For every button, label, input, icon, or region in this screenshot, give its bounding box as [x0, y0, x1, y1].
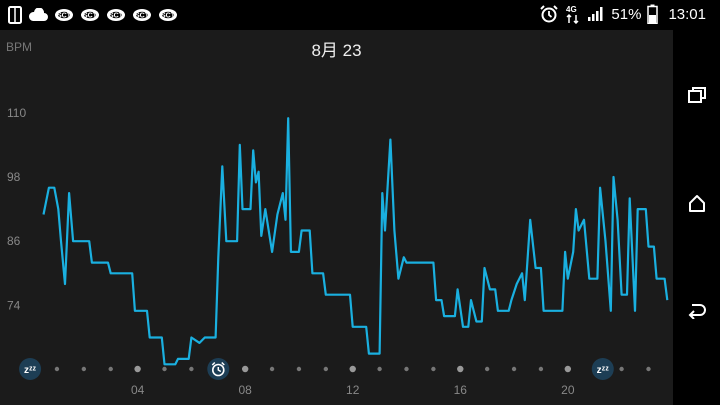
- cloud-icon: [28, 5, 48, 25]
- home-button[interactable]: [673, 183, 720, 223]
- x-tick-label: 16: [454, 383, 468, 397]
- timeline-dot: [162, 366, 167, 372]
- timeline-dot: [349, 365, 356, 373]
- timeline-dot: [511, 366, 517, 372]
- y-tick-label: 110: [7, 106, 26, 120]
- heart-rate-line: [42, 117, 669, 366]
- svg-text:SCT: SCT: [57, 13, 72, 20]
- battery-percent: 51%: [611, 5, 642, 23]
- timeline-dot: [619, 366, 624, 372]
- status-left-icons: SCT SCT SCT SCT SCT: [8, 5, 178, 25]
- heart-rate-chart: 74 86 98 110 04 08 12 16 20 zᶻᶻ zᶻᶻ: [7, 106, 669, 397]
- network-label: 4G: [566, 5, 577, 14]
- notification-icon: SCT: [80, 5, 100, 25]
- alarm-icon[interactable]: [207, 358, 230, 380]
- back-button[interactable]: [673, 290, 720, 330]
- svg-text:SCT: SCT: [161, 13, 176, 20]
- home-icon: [688, 195, 705, 212]
- unit-label: BPM: [6, 40, 33, 54]
- heart-rate-panel: 8月 23 BPM 74 86 98 110 04 08 12 16 20 zᶻᶻ zᶻᶻ: [0, 30, 673, 405]
- status-right-icons: 4G 51% 13:01: [539, 4, 706, 24]
- timeline-dot: [241, 365, 249, 373]
- page-title: 8月 23: [311, 41, 362, 60]
- x-tick-label: 04: [131, 383, 145, 397]
- sleep-zzz-icon[interactable]: zᶻᶻ: [591, 358, 614, 380]
- svg-text:SCT: SCT: [135, 13, 150, 20]
- notification-icon: SCT: [132, 5, 152, 25]
- timeline-dot: [646, 366, 651, 372]
- timeline-dot: [269, 366, 275, 372]
- timeline-dot: [564, 365, 572, 373]
- navigation-bar: [673, 30, 720, 405]
- timeline-dot: [323, 366, 329, 372]
- timeline-dot: [296, 366, 302, 372]
- notification-icon: SCT: [158, 5, 178, 25]
- timeline-dot: [431, 366, 436, 372]
- recent-apps-icon: [687, 87, 706, 103]
- notification-icon: SCT: [54, 5, 74, 25]
- timeline-dot: [377, 366, 382, 372]
- signal-icon: [587, 4, 605, 24]
- timeline-dot: [457, 365, 464, 373]
- y-tick-label: 86: [7, 234, 21, 248]
- battery-icon: [647, 4, 659, 24]
- timeline-dot: [81, 366, 87, 372]
- y-tick-label: 98: [7, 170, 21, 184]
- timeline-dot: [484, 366, 490, 372]
- status-bar: SCT SCT SCT SCT SCT 4G 51% 13:01: [0, 0, 720, 30]
- timeline-dot: [538, 366, 544, 372]
- timeline-dot: [54, 366, 60, 372]
- recent-apps-button[interactable]: [673, 75, 720, 115]
- x-tick-label: 20: [561, 383, 575, 397]
- sleep-zzz-icon[interactable]: zᶻᶻ: [19, 358, 42, 380]
- svg-text:SCT: SCT: [83, 13, 98, 20]
- timeline-dot: [108, 366, 113, 372]
- alarm-icon: [539, 4, 559, 24]
- network-4g-icon: 4G: [565, 4, 581, 24]
- x-tick-label: 12: [346, 383, 360, 397]
- svg-text:zᶻᶻ: zᶻᶻ: [597, 365, 610, 376]
- device-icon: [8, 5, 22, 25]
- y-tick-label: 74: [7, 298, 21, 312]
- svg-text:zᶻᶻ: zᶻᶻ: [24, 365, 37, 376]
- timeline-dot: [404, 366, 409, 372]
- timeline-dot: [134, 365, 141, 373]
- clock-time: 13:01: [668, 5, 706, 23]
- timeline-dot: [189, 366, 194, 372]
- x-tick-label: 08: [238, 383, 252, 397]
- svg-text:SCT: SCT: [109, 13, 124, 20]
- back-icon: [688, 304, 706, 319]
- notification-icon: SCT: [106, 5, 126, 25]
